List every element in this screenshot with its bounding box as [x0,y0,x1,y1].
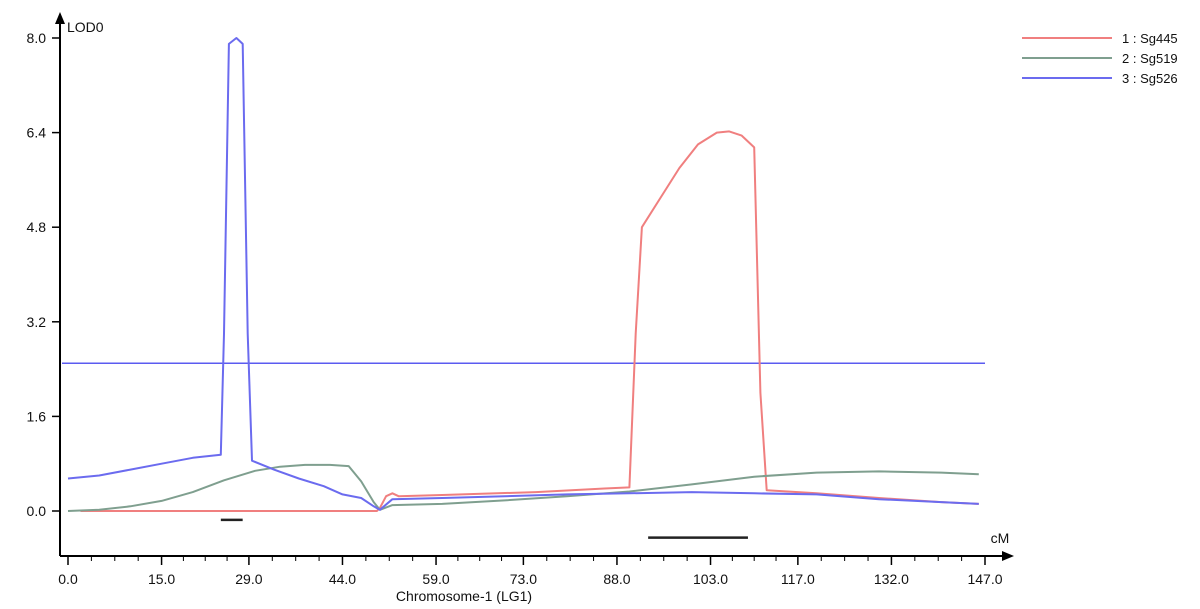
y-tick-label: 4.8 [27,219,47,235]
axes: 0.0 1.6 3.2 4.8 6.4 8.0 0.0 15.0 29.0 44.0 59.0 73.… [27,12,1014,604]
legend-label-3: 3 : Sg526 [1122,71,1178,86]
y-axis-label: LOD0 [67,19,104,35]
y-tick-label: 3.2 [27,314,47,330]
y-tick-label: 1.6 [27,408,47,424]
x-tick-label: 59.0 [422,571,449,587]
series-line-3 [67,37,979,511]
series-layer [62,37,985,539]
x-tick-label: 0.0 [58,571,78,587]
x-axis-arrow [1002,551,1014,561]
legend-label-1: 1 : Sg445 [1122,31,1178,46]
legend: 1 : Sg445 2 : Sg519 3 : Sg526 [1022,31,1178,86]
x-axis-label: Chromosome-1 (LG1) [396,588,532,604]
y-axis-arrow [55,12,65,24]
x-axis-unit: cM [991,530,1010,546]
x-tick-label: 103.0 [693,571,728,587]
x-tick-label: 132.0 [874,571,909,587]
y-tick-label: 0.0 [27,503,47,519]
y-tick-label: 6.4 [27,125,47,141]
x-tick-label: 29.0 [235,571,262,587]
series-line-2 [67,463,979,512]
x-tick-label: 147.0 [967,571,1002,587]
y-tick-label: 8.0 [27,30,47,46]
x-tick-label: 44.0 [329,571,356,587]
legend-label-2: 2 : Sg519 [1122,51,1178,66]
x-tick-label: 15.0 [148,571,175,587]
series-line-1 [80,130,979,512]
x-tick-label: 88.0 [603,571,630,587]
x-tick-label: 117.0 [781,571,815,587]
x-tick-label: 73.0 [510,571,537,587]
